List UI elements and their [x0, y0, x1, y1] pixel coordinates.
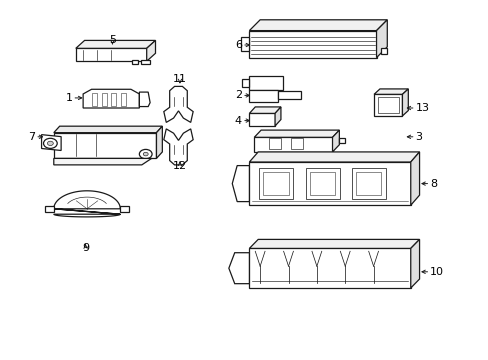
Bar — [305, 168, 339, 199]
Polygon shape — [249, 76, 282, 90]
Text: 8: 8 — [429, 179, 437, 189]
Text: 10: 10 — [429, 267, 444, 277]
Polygon shape — [376, 20, 386, 58]
Polygon shape — [410, 239, 419, 288]
Bar — [242, 79, 249, 87]
Polygon shape — [410, 152, 419, 205]
Polygon shape — [249, 162, 410, 205]
Polygon shape — [163, 86, 193, 122]
Bar — [45, 206, 54, 212]
Bar — [355, 172, 381, 195]
Text: 3: 3 — [415, 132, 422, 142]
Text: 12: 12 — [173, 161, 186, 171]
Text: 7: 7 — [28, 132, 35, 142]
Bar — [259, 168, 293, 199]
Polygon shape — [373, 89, 407, 94]
Bar — [290, 138, 303, 149]
Bar — [351, 168, 386, 199]
Polygon shape — [83, 89, 139, 108]
Circle shape — [139, 149, 152, 159]
Polygon shape — [249, 113, 274, 126]
Polygon shape — [146, 40, 155, 61]
Polygon shape — [249, 20, 386, 31]
Polygon shape — [54, 191, 120, 217]
Polygon shape — [249, 248, 410, 288]
Bar — [111, 93, 116, 106]
Polygon shape — [228, 253, 249, 284]
Polygon shape — [277, 91, 300, 99]
Bar — [121, 93, 126, 106]
Polygon shape — [249, 90, 277, 102]
Bar — [102, 93, 106, 106]
Text: 9: 9 — [82, 243, 89, 253]
Text: 11: 11 — [173, 74, 186, 84]
Bar — [141, 60, 149, 64]
Bar — [381, 48, 386, 54]
Polygon shape — [249, 152, 419, 162]
Polygon shape — [41, 135, 61, 150]
Bar — [92, 93, 97, 106]
Bar — [263, 172, 288, 195]
Text: 5: 5 — [109, 35, 116, 45]
Circle shape — [47, 141, 53, 145]
Circle shape — [43, 138, 57, 148]
Polygon shape — [76, 48, 146, 61]
Polygon shape — [373, 94, 402, 116]
Polygon shape — [156, 126, 162, 158]
Bar — [309, 172, 334, 195]
Polygon shape — [249, 239, 419, 248]
Bar — [132, 60, 138, 64]
Polygon shape — [254, 137, 332, 152]
Polygon shape — [274, 107, 280, 126]
Polygon shape — [402, 89, 407, 116]
Polygon shape — [54, 132, 156, 158]
Polygon shape — [76, 40, 155, 48]
Circle shape — [143, 152, 148, 156]
Bar — [339, 138, 345, 143]
Polygon shape — [249, 107, 280, 113]
Bar — [120, 206, 129, 212]
Polygon shape — [332, 130, 339, 152]
Bar — [268, 138, 281, 149]
Text: 4: 4 — [234, 116, 242, 126]
Bar — [240, 37, 249, 51]
Text: 1: 1 — [65, 93, 72, 103]
Text: 2: 2 — [234, 90, 242, 100]
Text: 6: 6 — [235, 40, 242, 50]
Polygon shape — [139, 92, 150, 107]
Text: 13: 13 — [415, 103, 429, 113]
Polygon shape — [254, 130, 339, 137]
Polygon shape — [232, 166, 249, 202]
Polygon shape — [163, 129, 193, 165]
Polygon shape — [54, 126, 162, 132]
Polygon shape — [54, 158, 151, 165]
Bar — [377, 97, 398, 113]
Bar — [249, 31, 376, 58]
